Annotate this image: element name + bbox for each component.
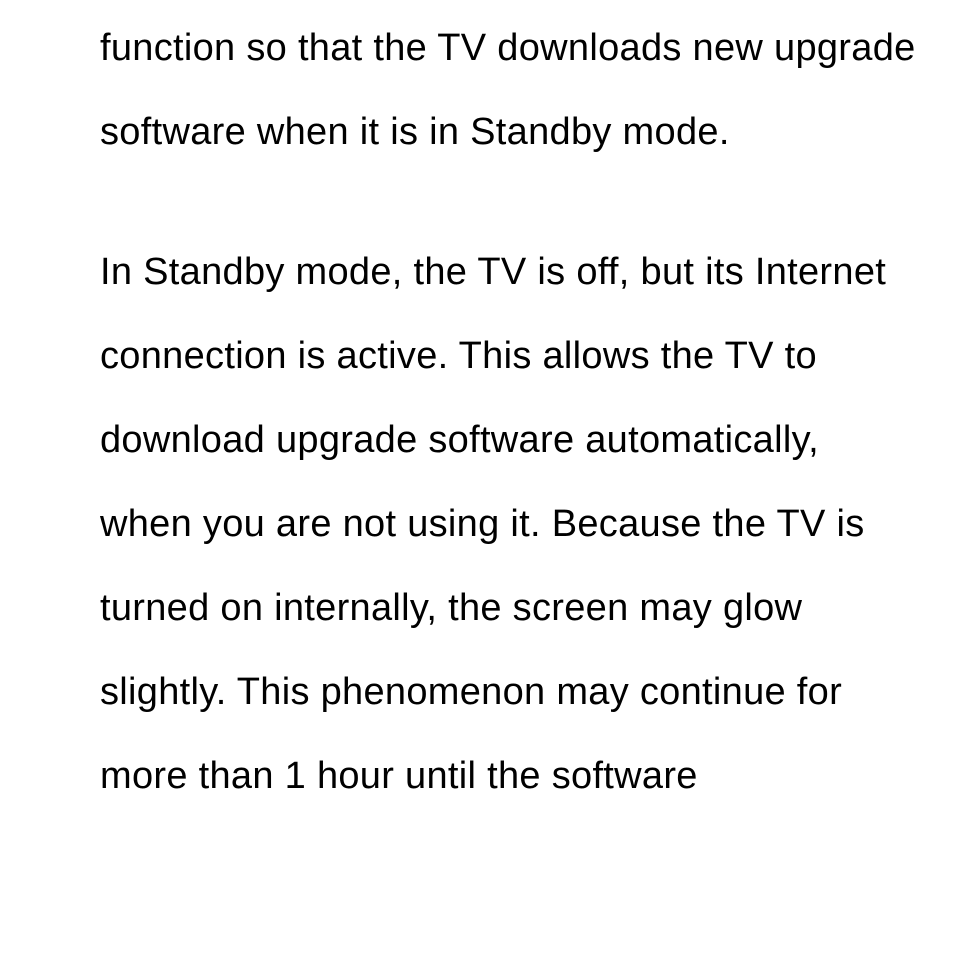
paragraph-1: function so that the TV downloads new up… [100, 6, 920, 174]
paragraph-2: In Standby mode, the TV is off, but its … [100, 230, 920, 818]
document-page: function so that the TV downloads new up… [0, 6, 954, 977]
